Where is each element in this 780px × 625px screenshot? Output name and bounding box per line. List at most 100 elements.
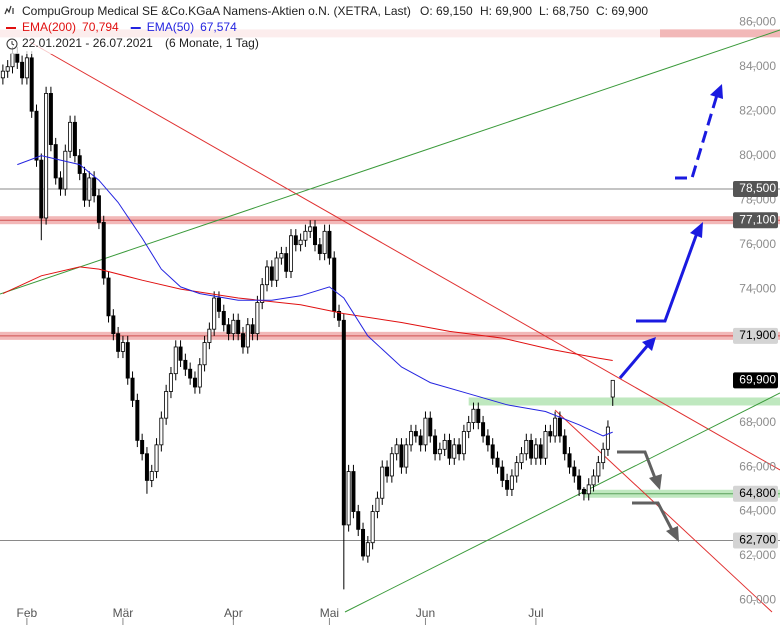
candle-body: [553, 417, 558, 437]
zone-band: [468, 397, 780, 406]
arrow: [618, 344, 650, 379]
candle-body: [264, 266, 269, 286]
candle-body: [240, 333, 245, 348]
trendline: [29, 41, 780, 471]
candle-body: [505, 480, 510, 490]
candle-body: [409, 431, 414, 446]
candle-body: [524, 439, 529, 455]
candle-body: [586, 484, 591, 495]
header-background: [0, 0, 660, 54]
price-label-box: [733, 212, 778, 229]
clock-icon: [6, 38, 18, 50]
candle-body: [250, 324, 255, 335]
price-label-box: [733, 372, 778, 389]
price-label-box: [733, 327, 778, 344]
candle-body: [53, 144, 58, 179]
x-tick-label: Jul: [528, 606, 543, 620]
arrow: [617, 450, 657, 479]
candle-body: [500, 466, 505, 481]
arrow: [632, 501, 674, 531]
y-tick-label: 64,000: [739, 504, 776, 518]
candle-body: [260, 284, 265, 303]
candle-body: [58, 177, 63, 190]
legend-value: 67,574: [200, 20, 237, 34]
chart-icon: [4, 5, 14, 15]
candle-body: [293, 235, 298, 246]
candle-body: [96, 195, 101, 223]
y-tick-label: 74,000: [739, 281, 776, 295]
candle-body: [226, 324, 231, 335]
candle-body: [471, 408, 476, 423]
x-tick-label: Mai: [320, 606, 339, 620]
candle-body: [68, 121, 73, 152]
candle-body: [308, 226, 313, 232]
candle-body: [433, 435, 438, 455]
candle-body: [255, 302, 260, 335]
candle-body: [207, 328, 212, 343]
candle-body: [231, 319, 236, 335]
candle-body: [413, 431, 418, 437]
price-label: 69,900: [739, 373, 776, 387]
candle-body: [269, 266, 274, 281]
period: 22.01.2021 - 26.07.2021: [22, 36, 153, 50]
candle-body: [481, 422, 486, 437]
candle-body: [452, 444, 457, 459]
y-tick-label: 86,000: [739, 14, 776, 28]
candle-body: [423, 417, 428, 446]
quote-open: O: 69,150: [420, 4, 473, 18]
candle-body: [29, 57, 34, 112]
candle-body: [20, 61, 25, 79]
ema-line: [2, 266, 613, 361]
candle-body: [15, 52, 20, 63]
price-label: 62,700: [739, 533, 776, 547]
candle-body: [437, 448, 442, 455]
indicator-lines: [2, 155, 613, 437]
candle-body: [178, 346, 183, 361]
price-label: 71,900: [739, 328, 776, 342]
price-labels: 78,500 77,100 71,900 64,800 62,700 69,900: [733, 181, 778, 549]
candle-body: [188, 368, 193, 379]
candle-body: [529, 439, 534, 459]
candle-body: [87, 177, 92, 201]
candle-body: [351, 471, 356, 512]
trendline: [344, 392, 780, 613]
y-tick-label: 76,000: [739, 237, 776, 251]
candle-body: [337, 310, 342, 321]
candle-body: [303, 230, 308, 241]
arrowhead: [710, 84, 723, 99]
candle-body: [562, 435, 567, 455]
candle-body: [111, 315, 116, 335]
candle-body: [82, 173, 87, 201]
candle-body: [399, 444, 404, 468]
quote-low: L: 68,750: [539, 4, 589, 18]
candle-body: [274, 257, 279, 281]
candle-body: [48, 93, 53, 145]
drawings: [0, 29, 780, 613]
candle-body: [332, 257, 337, 312]
candle-body: [361, 528, 366, 557]
candle-body: [279, 253, 284, 259]
y-tick-label: 68,000: [739, 415, 776, 429]
price-label: 78,500: [739, 181, 776, 195]
candle-body: [10, 52, 15, 68]
candle-body: [164, 391, 169, 419]
candle-body: [447, 439, 452, 459]
candle-body: [173, 346, 178, 375]
candle-body: [72, 121, 77, 157]
price-label-box: [733, 532, 778, 549]
candle-body: [548, 431, 553, 437]
price-label: 77,100: [739, 212, 776, 226]
candle-body: [394, 444, 399, 455]
price-label-box: [733, 181, 778, 198]
candle-body: [221, 310, 226, 326]
candle-body: [212, 297, 217, 330]
candles: [0, 46, 615, 590]
candle-body: [120, 342, 125, 352]
candle-body: [461, 431, 466, 455]
candle-body: [92, 177, 97, 197]
arrows: [617, 84, 723, 542]
legend-label: EMA(50): [147, 20, 194, 34]
candle-body: [557, 417, 562, 437]
x-tick-label: Jun: [416, 606, 435, 620]
candle-body: [159, 417, 164, 446]
